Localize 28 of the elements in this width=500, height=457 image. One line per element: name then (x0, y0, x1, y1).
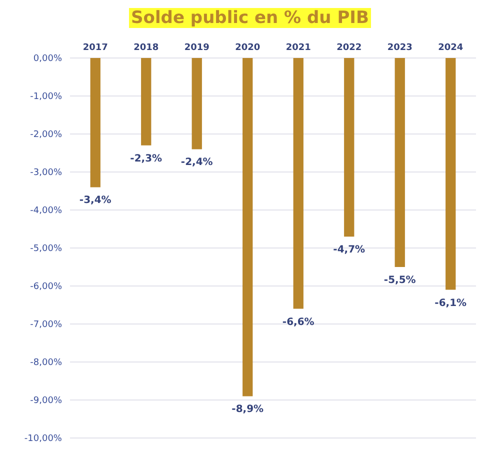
data-label: -6,1% (434, 298, 467, 309)
data-label: -2,3% (130, 153, 162, 164)
y-tick-label: -5,00% (30, 244, 62, 254)
data-label: -5,5% (384, 275, 416, 286)
x-tick-label: 2024 (438, 43, 464, 53)
y-tick-label: 0,00% (33, 54, 62, 64)
y-tick-label: -7,00% (30, 320, 62, 330)
data-label: -8,9% (232, 404, 264, 416)
y-tick-label: -8,00% (30, 358, 62, 368)
x-tick-label: 2019 (184, 43, 210, 53)
y-tick-label: -6,00% (30, 282, 62, 292)
data-label: -6,6% (282, 316, 314, 328)
y-tick-label: -1,00% (30, 92, 62, 102)
x-tick-label: 2020 (235, 43, 260, 53)
x-tick-label: 2023 (387, 43, 412, 53)
y-tick-label: -3,00% (30, 168, 62, 178)
data-label: -4,7% (333, 244, 366, 256)
x-tick-label: 2018 (134, 43, 159, 53)
x-tick-label: 2022 (336, 43, 362, 53)
y-tick-label: -4,00% (30, 206, 62, 216)
y-tick-label: -2,00% (30, 130, 62, 140)
y-tick-label: -9,00% (30, 396, 62, 406)
data-label: -3,4% (79, 195, 112, 206)
x-tick-label: 2017 (82, 43, 108, 53)
chart-title: Solde public en % du PIB (129, 8, 371, 28)
data-label: -2,4% (180, 157, 213, 168)
y-tick-label: -10,00% (24, 434, 62, 444)
x-tick-label: 2021 (286, 43, 311, 53)
